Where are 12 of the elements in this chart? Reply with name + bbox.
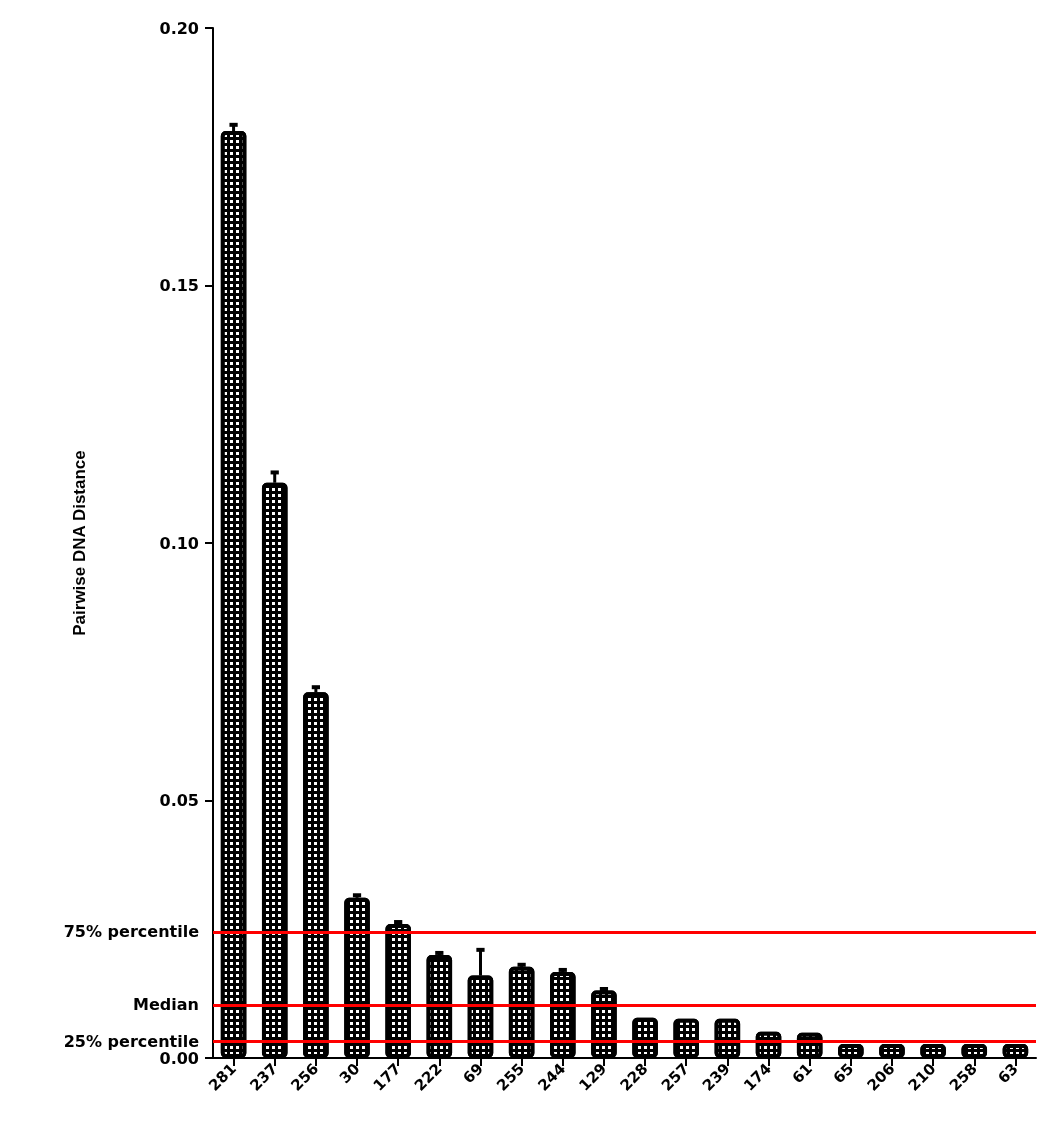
y-tick-label: 0.15: [159, 276, 199, 295]
y-axis-title: Pairwise DNA Distance: [70, 450, 89, 636]
x-tick-label: 61: [788, 1059, 817, 1088]
y-tick-label: 0.05: [159, 791, 199, 810]
x-tick-label: 30: [335, 1059, 364, 1088]
ref-line-label: Median: [133, 995, 199, 1015]
y-tick-label: 0.10: [159, 533, 199, 553]
x-tick-label: 69: [459, 1059, 487, 1088]
x-tick-label: 65: [829, 1059, 858, 1088]
x-tick-label: 63: [994, 1059, 1022, 1088]
ref-line-label: 75% percentile: [63, 922, 200, 942]
y-tick-label: 0.20: [159, 18, 199, 38]
